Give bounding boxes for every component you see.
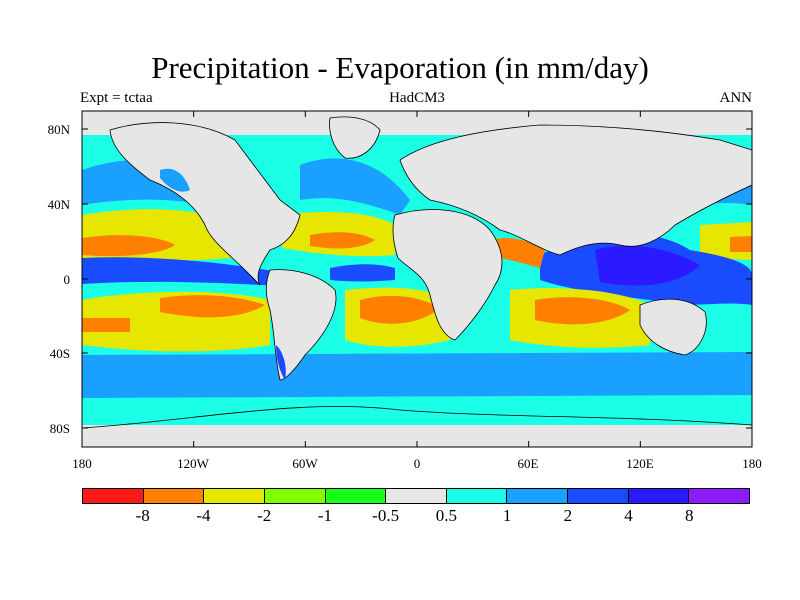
- tick-marks: [81, 111, 753, 447]
- colorbar-cell: [689, 489, 750, 503]
- southern-ocean-band-2: [82, 367, 752, 388]
- x-tick-label: 180: [72, 456, 92, 471]
- colorbar-label: 4: [624, 506, 633, 525]
- colorbar-cell: [628, 489, 690, 503]
- colorbar-label: -8: [135, 506, 150, 525]
- x-tick-label: 120E: [626, 456, 654, 471]
- north-atlantic-band: [300, 158, 410, 215]
- colorbar-cell: [204, 489, 265, 503]
- south-america: [265, 269, 337, 381]
- colorbar-label: -0.5: [372, 506, 400, 525]
- colorbar-label: 0.5: [435, 506, 457, 525]
- x-tick-label: 180: [742, 456, 762, 471]
- north-america: [109, 122, 301, 286]
- s-indian-max: [535, 297, 630, 325]
- s-pacific-west-max: [82, 318, 130, 332]
- colorbar-label: -4: [196, 506, 211, 525]
- colorbar-label: -1: [317, 506, 332, 525]
- colorbar-label: -2: [257, 506, 272, 525]
- y-tick-label: 0: [63, 272, 71, 287]
- africa: [392, 209, 503, 341]
- y-tick-label: 80S: [49, 421, 70, 436]
- x-tick-label: 120W: [177, 456, 209, 471]
- n-pacific-max: [82, 235, 175, 257]
- map-title: Precipitation - Evaporation (in mm/day): [151, 50, 649, 85]
- nw-pacific-max: [730, 236, 752, 252]
- x-tick-label: 0: [413, 456, 421, 471]
- atlantic-itcz: [330, 264, 395, 282]
- s-atlantic-max: [360, 295, 440, 324]
- colorbar-cell: [83, 489, 144, 503]
- x-tick-label: 60E: [517, 456, 539, 471]
- colorbar-cell: [507, 489, 569, 503]
- australia: [639, 298, 707, 356]
- s-pacific-max: [160, 295, 265, 318]
- colorbar-label: 8: [685, 506, 694, 525]
- greenland: [329, 116, 381, 159]
- n-atlantic-max: [310, 232, 375, 249]
- antarctic-coast: [82, 406, 752, 429]
- arabian-sea-max: [490, 238, 545, 268]
- pacific-itcz: [82, 257, 280, 286]
- eurasia: [399, 124, 752, 256]
- x-tick-label: 60W: [292, 456, 318, 471]
- colorbar-cell: [143, 489, 205, 503]
- colorbar-cell: [325, 489, 387, 503]
- colorbar-cell: [568, 489, 629, 503]
- warm-pool-core: [595, 245, 700, 286]
- antarctic-region: [82, 425, 752, 447]
- colorbar-label: 1: [502, 506, 512, 525]
- chile-wet-coast: [276, 345, 286, 380]
- colorbar-cell: [386, 489, 447, 503]
- colorbar-cell: [264, 489, 326, 503]
- y-tick-label: 40N: [47, 197, 70, 212]
- y-tick-label: 40S: [49, 346, 70, 361]
- y-tick-label: 80N: [47, 122, 70, 137]
- model-label: HadCM3: [389, 90, 445, 106]
- experiment-label: Expt = tctaa: [80, 90, 153, 106]
- alaska-wet-coast: [160, 168, 190, 192]
- colorbar: [82, 488, 750, 504]
- colorbar-label: 2: [563, 506, 573, 525]
- colorbar-cell: [446, 489, 508, 503]
- season-label: ANN: [719, 90, 753, 106]
